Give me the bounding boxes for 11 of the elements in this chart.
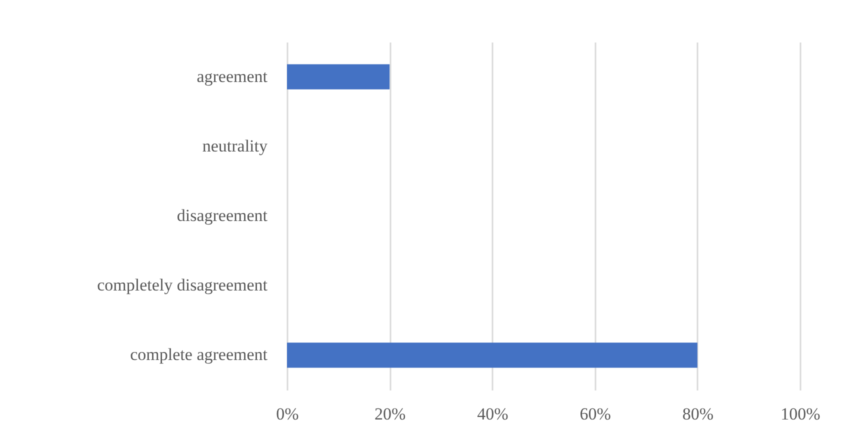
y-tick-label: disagreement xyxy=(176,206,268,225)
y-tick-label: agreement xyxy=(196,66,268,86)
x-tick-label: 60% xyxy=(580,404,611,424)
x-tick-label: 80% xyxy=(682,404,714,424)
y-tick-label: neutrality xyxy=(202,136,268,156)
x-tick-label: 20% xyxy=(374,404,406,424)
x-tick-label: 40% xyxy=(477,404,508,424)
x-tick-label: 100% xyxy=(780,404,820,424)
y-tick-label: completely disagreement xyxy=(97,276,268,295)
y-tick-label: complete agreement xyxy=(130,345,268,364)
x-tick-label: 0% xyxy=(276,404,299,424)
